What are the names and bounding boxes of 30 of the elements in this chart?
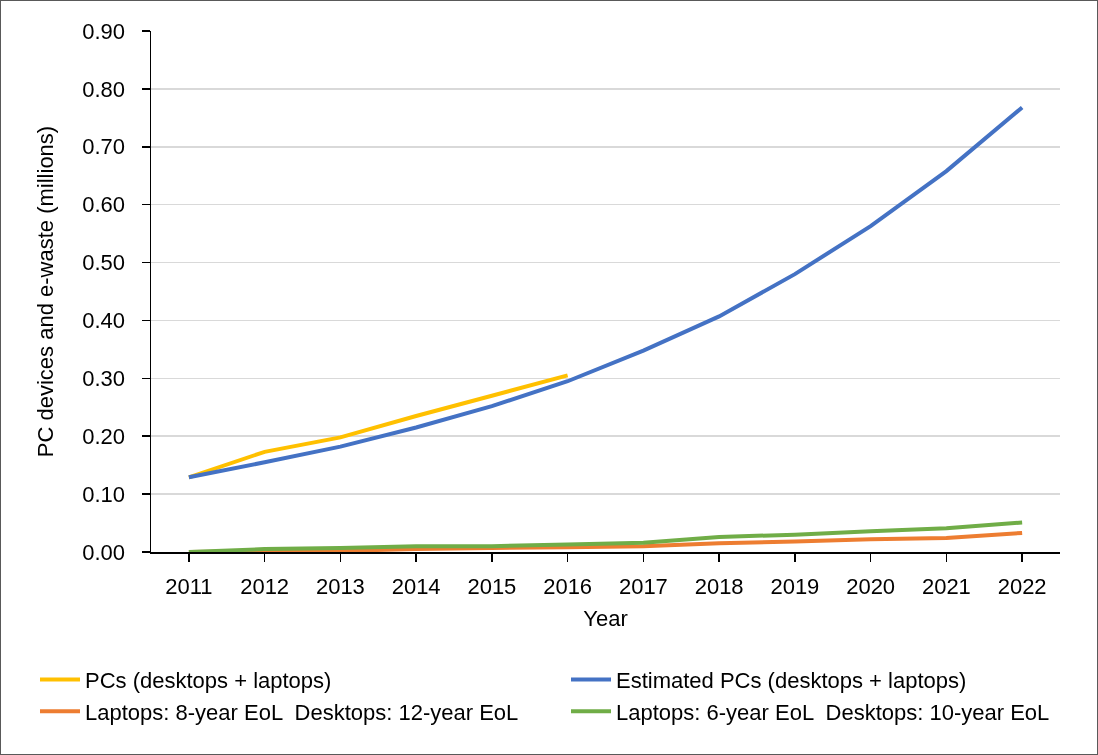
x-tick-label: 2022 xyxy=(997,573,1047,599)
x-tick-label: 2015 xyxy=(467,573,517,599)
y-tick-label: 0.70 xyxy=(82,134,126,160)
x-tick-label: 2016 xyxy=(543,573,593,599)
legend-label: PCs (desktops + laptops) xyxy=(85,668,332,694)
y-tick-label: 0.90 xyxy=(82,18,126,44)
y-tick-label: 0.10 xyxy=(82,481,126,507)
x-tick-label: 2011 xyxy=(165,573,213,599)
y-tick-label: 0.00 xyxy=(82,539,126,565)
y-tick-label: 0.50 xyxy=(82,250,126,276)
x-tick-label: 2013 xyxy=(315,573,365,599)
x-tick-label: 2017 xyxy=(618,573,668,599)
x-tick-label: 2019 xyxy=(770,573,820,599)
line-series xyxy=(186,520,1025,552)
y-tick-label: 0.30 xyxy=(82,366,126,392)
x-axis-title: Year xyxy=(583,605,628,631)
legend-label: Laptops: 8-year EoL Desktops: 12-year EoL xyxy=(85,699,519,725)
y-tick-label: 0.40 xyxy=(82,308,126,334)
x-tick-label: 2020 xyxy=(846,573,896,599)
x-tick-label: 2012 xyxy=(240,573,290,599)
y-tick-label: 0.80 xyxy=(82,76,126,102)
legend-label: Laptops: 6-year EoL Desktops: 10-year EoL xyxy=(616,699,1050,725)
y-tick-label: 0.20 xyxy=(82,423,126,449)
y-axis-title: PC devices and e-waste (millions) xyxy=(33,125,59,458)
x-tick-label: 2021 xyxy=(921,573,971,599)
x-tick-label: 2014 xyxy=(391,573,441,599)
line-series xyxy=(186,105,1025,480)
legend-label: Estimated PCs (desktops + laptops) xyxy=(616,668,967,694)
x-tick-label: 2018 xyxy=(694,573,744,599)
y-tick-label: 0.60 xyxy=(82,192,126,218)
